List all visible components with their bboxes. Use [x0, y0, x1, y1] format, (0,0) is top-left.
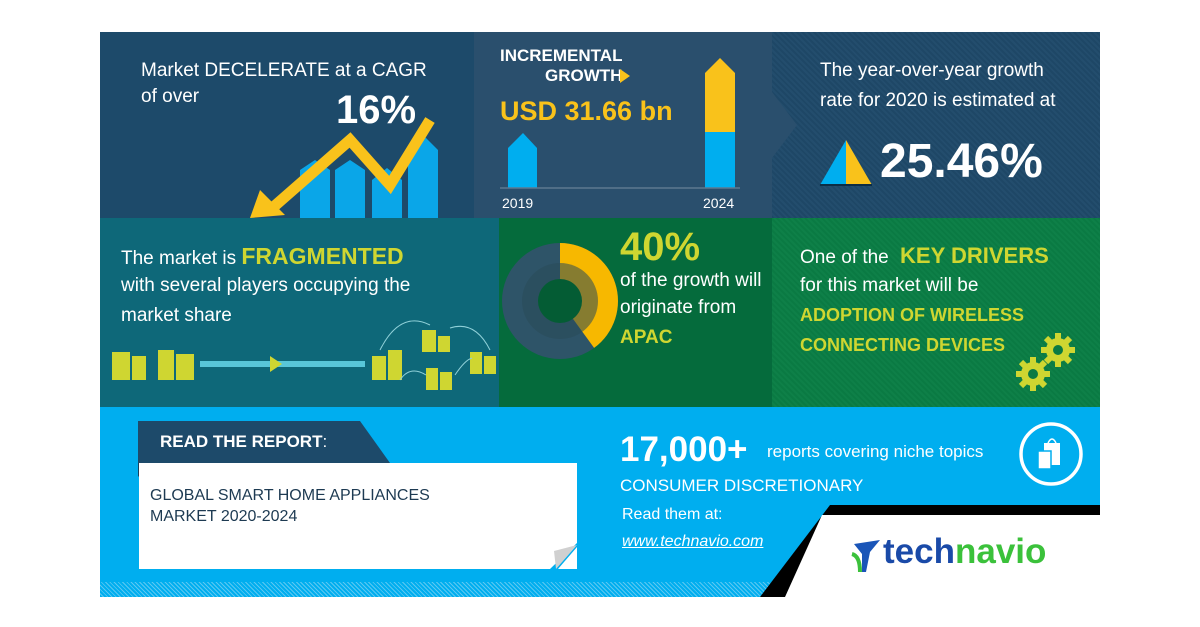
incremental-line1: INCREMENTAL: [500, 46, 623, 65]
cagr-line1: Market DECELERATE at a CAGR: [141, 60, 427, 81]
region-line2: originate from: [620, 297, 737, 318]
report-card[interactable]: [139, 463, 577, 569]
report-count-text: reports covering niche topics: [767, 442, 984, 461]
drivers-line2: for this market will be: [800, 275, 979, 296]
bar-2019: [508, 133, 537, 188]
region-name: APAC: [620, 327, 673, 348]
technavio-logo: technavio: [883, 532, 1046, 572]
shopping-bag-icon: [1019, 422, 1083, 486]
incremental-line2: GROWTH: [545, 66, 623, 85]
region-value: 40%: [620, 225, 701, 269]
gears-icon: [1016, 333, 1075, 391]
play-icon: [620, 69, 630, 83]
bar-2024-increment: [705, 58, 735, 132]
logo-text-tech: tech: [883, 532, 955, 571]
report-label: READ THE REPORT:: [160, 432, 327, 452]
region-line1: of the growth will: [620, 270, 762, 291]
cagr-value: 16%: [336, 88, 417, 132]
read-at: Read them at:: [622, 506, 723, 523]
arrow-divider: [772, 92, 797, 158]
logo-text-navio: navio: [954, 532, 1047, 571]
region-donut-chart: [502, 243, 618, 359]
year-start: 2019: [502, 195, 534, 211]
category: CONSUMER DISCRETIONARY: [620, 476, 864, 495]
drivers-highlight: KEY DRIVERS: [900, 243, 1049, 268]
incremental-value: USD 31.66 bn: [500, 96, 673, 126]
driver-2: CONNECTING DEVICES: [800, 335, 1006, 355]
yoy-line2: rate for 2020 is estimated at: [820, 90, 1056, 111]
fragmented-line1: The market is FRAGMENTED: [121, 243, 404, 270]
incremental-bar-chart: [500, 58, 740, 189]
yoy-line1: The year-over-year growth: [820, 60, 1044, 81]
fragmented-highlight: FRAGMENTED: [241, 243, 404, 269]
report-title-line1: GLOBAL SMART HOME APPLIANCES: [150, 487, 430, 504]
drivers-line1: One of the KEY DRIVERS: [800, 243, 1049, 269]
report-count: 17,000+: [620, 430, 748, 469]
report-label-colon: :: [322, 432, 328, 451]
drivers-prefix: One of the: [800, 247, 889, 268]
fragmented-prefix: The market is: [121, 248, 237, 269]
technavio-link[interactable]: www.technavio.com: [622, 533, 764, 550]
technavio-logo-icon: [851, 540, 880, 573]
year-end: 2024: [703, 195, 735, 211]
yoy-value: 25.46%: [880, 135, 1043, 188]
fragmented-line2: with several players occupying the: [121, 275, 411, 296]
page-curl-icon: [550, 543, 577, 569]
growth-triangle-icon: [820, 140, 872, 186]
yoy-panel: [772, 32, 1100, 218]
decline-chart-icon: [250, 117, 438, 218]
driver-1: ADOPTION OF WIRELESS: [800, 305, 1025, 325]
cagr-line2: of over: [141, 86, 200, 107]
city-buildings-icon: [112, 320, 496, 390]
fragmented-line3: market share: [121, 305, 232, 326]
bar-2024-base: [705, 132, 735, 188]
report-title-line2: MARKET 2020-2024: [150, 508, 298, 525]
report-label-text: READ THE REPORT: [160, 432, 323, 451]
logo-area: [760, 505, 1100, 597]
